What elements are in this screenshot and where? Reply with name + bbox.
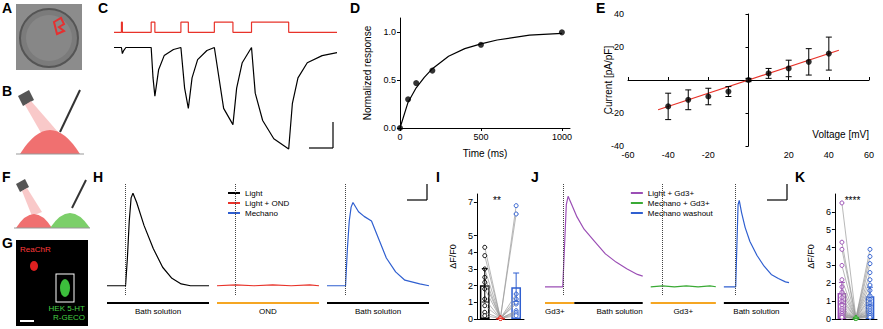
svg-text:-20: -20	[702, 150, 715, 160]
svg-text:Bath solution: Bath solution	[733, 307, 779, 316]
svg-text:6: 6	[826, 207, 831, 217]
svg-text:2: 2	[826, 278, 831, 288]
svg-text:-40: -40	[611, 141, 624, 151]
svg-text:5: 5	[826, 225, 831, 235]
svg-text:40: 40	[614, 9, 624, 19]
svg-text:Time (ms): Time (ms)	[463, 148, 508, 159]
svg-text:2: 2	[468, 281, 473, 291]
svg-text:4: 4	[468, 247, 473, 257]
svg-text:Gd3+: Gd3+	[545, 307, 565, 316]
svg-text:Bath solution: Bath solution	[596, 307, 642, 316]
svg-text:Bath solution: Bath solution	[135, 307, 181, 316]
svg-text:Mechano + Gd3+: Mechano + Gd3+	[648, 199, 710, 208]
svg-text:1.0: 1.0	[383, 27, 396, 37]
svg-text:Mechano: Mechano	[245, 209, 278, 218]
svg-text:1: 1	[826, 296, 831, 306]
svg-text:-60: -60	[621, 150, 634, 160]
svg-text:ReaChR: ReaChR	[20, 245, 51, 254]
svg-text:Current [pA/pF]: Current [pA/pF]	[603, 46, 614, 115]
svg-text:-20: -20	[611, 108, 624, 118]
svg-text:40: 40	[824, 150, 834, 160]
html-text:G: G	[2, 235, 13, 251]
html-text:I: I	[436, 169, 440, 185]
svg-text:****: ****	[845, 195, 861, 206]
html-text:B: B	[2, 83, 13, 99]
html-text:J: J	[531, 169, 539, 185]
html-text:D: D	[350, 0, 361, 16]
svg-text:0: 0	[397, 132, 402, 142]
svg-text:0: 0	[468, 314, 473, 324]
svg-text:Mechano washout: Mechano washout	[648, 209, 714, 218]
svg-text:R-GECO: R-GECO	[53, 313, 85, 322]
svg-text:Voltage [mV]: Voltage [mV]	[812, 129, 869, 140]
svg-text:7: 7	[468, 197, 473, 207]
svg-text:0.5: 0.5	[383, 75, 396, 85]
svg-text:Light + Gd3+: Light + Gd3+	[648, 189, 695, 198]
svg-text:4: 4	[826, 243, 831, 253]
html-text:H: H	[93, 169, 104, 185]
svg-text:3: 3	[826, 260, 831, 270]
svg-text:60: 60	[864, 150, 874, 160]
svg-text:Light + OND: Light + OND	[245, 199, 289, 208]
svg-text:1: 1	[468, 297, 473, 307]
html-text:K: K	[795, 169, 806, 185]
svg-text:Gd3+: Gd3+	[673, 307, 693, 316]
svg-text:HEK 5-HT: HEK 5-HT	[49, 304, 86, 313]
svg-text:0: 0	[826, 314, 831, 324]
svg-text:ΔF/F0: ΔF/F0	[806, 244, 816, 269]
svg-text:500: 500	[473, 132, 488, 142]
svg-text:0.0: 0.0	[383, 123, 396, 133]
svg-text:Normalized response: Normalized response	[362, 25, 373, 120]
svg-text:OND: OND	[259, 307, 277, 316]
html-text:F: F	[2, 169, 11, 185]
svg-text:1000: 1000	[552, 132, 572, 142]
svg-text:**: **	[493, 195, 501, 206]
svg-text:ΔF/F0: ΔF/F0	[448, 244, 458, 269]
svg-text:-40: -40	[662, 150, 675, 160]
svg-text:20: 20	[614, 42, 624, 52]
html-text:C: C	[98, 0, 109, 16]
html-text:A: A	[2, 0, 13, 16]
svg-text:20: 20	[784, 150, 794, 160]
svg-text:3: 3	[468, 264, 473, 274]
svg-text:Bath solution: Bath solution	[355, 307, 401, 316]
html-text:E: E	[596, 0, 606, 16]
svg-text:Light: Light	[245, 189, 263, 198]
svg-text:5: 5	[468, 231, 473, 241]
